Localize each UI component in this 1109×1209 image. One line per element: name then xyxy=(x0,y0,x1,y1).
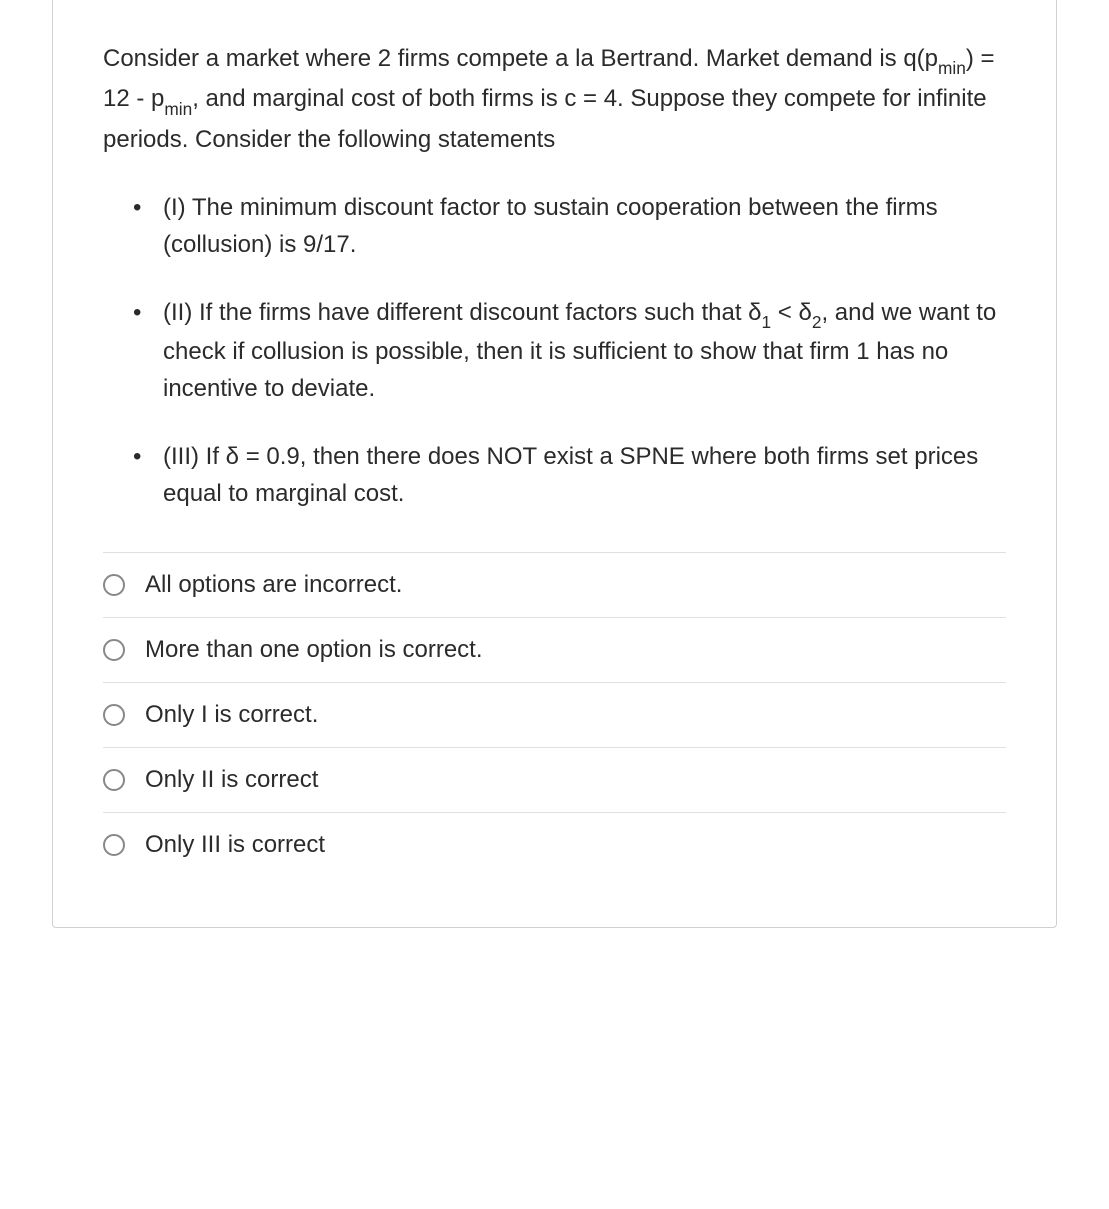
option-label: Only III is correct xyxy=(145,831,325,859)
statement-item: (II) If the firms have different discoun… xyxy=(133,294,1006,408)
options-group: All options are incorrect. More than one… xyxy=(103,552,1006,877)
statements-list: (I) The minimum discount factor to susta… xyxy=(103,189,1006,512)
option-label: All options are incorrect. xyxy=(145,571,402,599)
question-intro: Consider a market where 2 firms compete … xyxy=(103,40,1006,159)
radio-icon[interactable] xyxy=(103,574,125,596)
option-row[interactable]: Only III is correct xyxy=(103,812,1006,877)
option-row[interactable]: Only I is correct. xyxy=(103,682,1006,747)
option-row[interactable]: More than one option is correct. xyxy=(103,617,1006,682)
statement-item: (I) The minimum discount factor to susta… xyxy=(133,189,1006,263)
radio-icon[interactable] xyxy=(103,834,125,856)
radio-icon[interactable] xyxy=(103,704,125,726)
option-label: Only II is correct xyxy=(145,766,318,794)
option-row[interactable]: Only II is correct xyxy=(103,747,1006,812)
question-card: Consider a market where 2 firms compete … xyxy=(52,0,1057,928)
radio-icon[interactable] xyxy=(103,639,125,661)
statement-item: (III) If δ = 0.9, then there does NOT ex… xyxy=(133,438,1006,512)
option-label: More than one option is correct. xyxy=(145,636,483,664)
radio-icon[interactable] xyxy=(103,769,125,791)
option-label: Only I is correct. xyxy=(145,701,318,729)
option-row[interactable]: All options are incorrect. xyxy=(103,552,1006,617)
